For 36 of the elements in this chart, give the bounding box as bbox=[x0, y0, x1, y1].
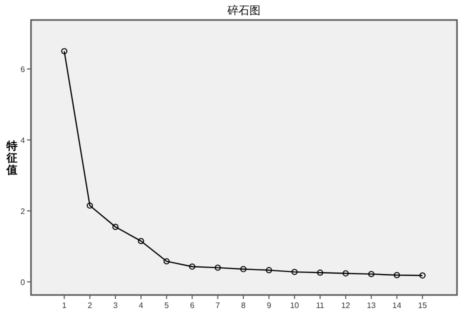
x-tick-label: 5 bbox=[164, 301, 170, 309]
x-tick-label: 2 bbox=[88, 301, 93, 309]
x-tick-label: 13 bbox=[366, 301, 376, 309]
point bbox=[214, 264, 221, 271]
point bbox=[266, 267, 272, 274]
y-tick-label: 4 bbox=[20, 136, 26, 145]
point bbox=[342, 270, 349, 276]
point bbox=[291, 268, 298, 276]
point bbox=[61, 48, 68, 54]
point bbox=[317, 270, 324, 276]
chart-title: 碎石图 bbox=[226, 4, 260, 17]
y-tick-label: 2 bbox=[20, 206, 26, 216]
point bbox=[394, 272, 400, 278]
point bbox=[164, 258, 170, 264]
point bbox=[138, 238, 144, 244]
x-tick-label: 12 bbox=[341, 301, 351, 309]
y-axis-title: 特征值 bbox=[6, 140, 18, 176]
x-tick-label: 1 bbox=[62, 301, 68, 309]
point bbox=[112, 224, 119, 230]
y-tick-label: 0 bbox=[20, 278, 26, 287]
x-tick-label: 3 bbox=[113, 301, 118, 309]
y-tick-label: 6 bbox=[20, 64, 26, 74]
x-tick-label: 10 bbox=[290, 301, 300, 309]
point bbox=[419, 272, 426, 279]
x-tick-label: 14 bbox=[392, 301, 402, 309]
x-tick-label: 11 bbox=[316, 301, 325, 309]
point bbox=[189, 264, 196, 270]
point bbox=[86, 202, 93, 209]
x-tick-label: 8 bbox=[241, 301, 246, 309]
point bbox=[240, 266, 246, 272]
x-tick-label: 7 bbox=[216, 301, 221, 309]
x-tick-label: 6 bbox=[190, 301, 195, 309]
x-tick-label: 9 bbox=[266, 301, 272, 309]
x-tick-label: 15 bbox=[418, 301, 428, 309]
x-tick-label: 4 bbox=[138, 301, 144, 309]
point bbox=[368, 270, 374, 278]
